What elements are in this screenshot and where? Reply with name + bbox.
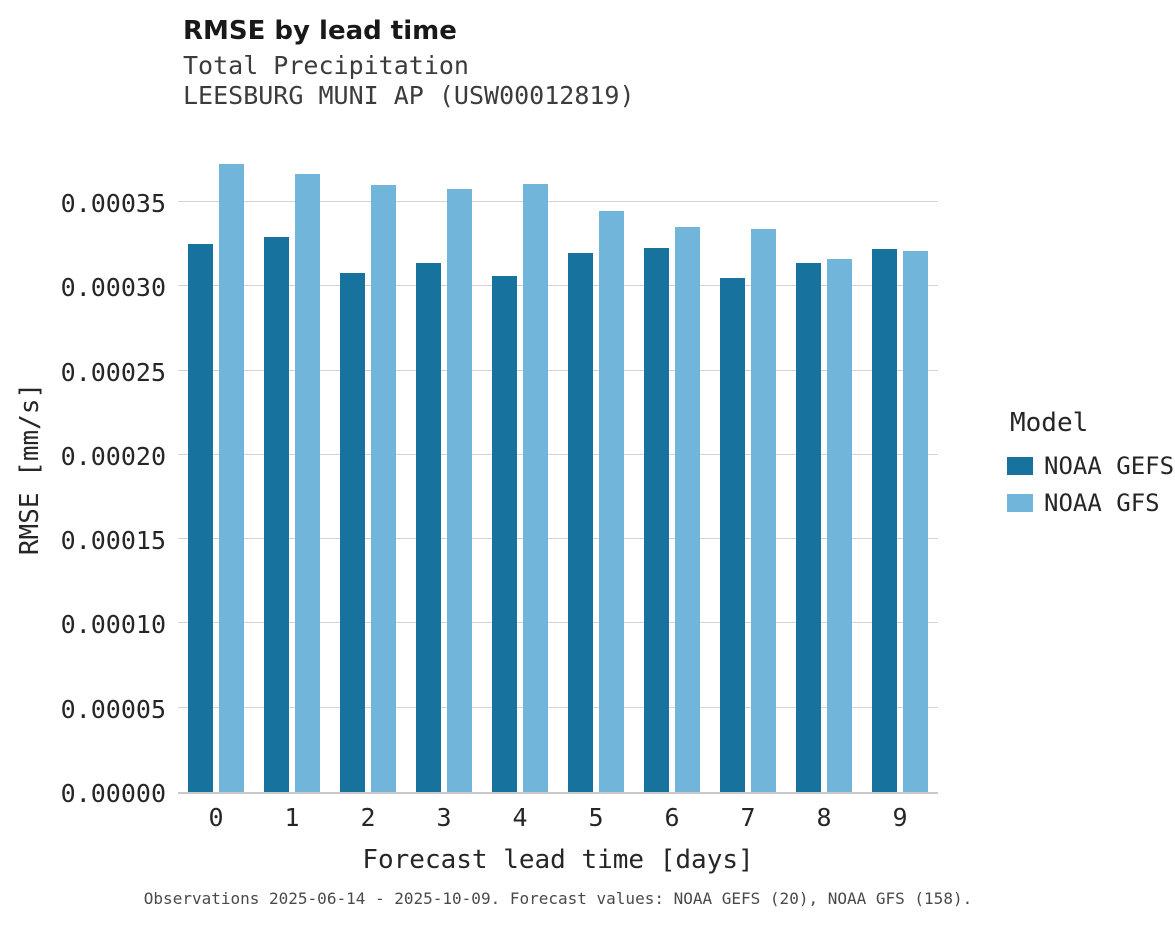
gridline [178, 201, 938, 202]
bar-noaa-gefs [872, 249, 897, 792]
chart-subtitle: Total Precipitation [183, 51, 469, 80]
y-tick-label: 0.00005 [60, 694, 166, 724]
bar-noaa-gfs [599, 210, 624, 792]
bar-noaa-gfs [903, 250, 928, 792]
bar-group [482, 145, 558, 792]
bar-noaa-gfs [827, 259, 852, 792]
legend-item: NOAA GEFS [1007, 452, 1174, 480]
legend-item: NOAA GFS [1007, 489, 1174, 517]
bar-group [862, 145, 938, 792]
legend-items: NOAA GEFS NOAA GFS [1007, 452, 1174, 517]
bar-noaa-gfs [523, 183, 548, 792]
bar-group [254, 145, 330, 792]
bar-noaa-gefs [188, 244, 213, 792]
bar-noaa-gfs [219, 163, 244, 792]
x-tick-label: 7 [740, 803, 756, 832]
bar-group [634, 145, 710, 792]
bar-noaa-gefs [796, 262, 821, 792]
legend-title: Model [1010, 408, 1089, 438]
gridline [178, 285, 938, 287]
plot-area [178, 145, 938, 794]
bar-noaa-gfs [447, 188, 472, 792]
y-tick-label: 0.00015 [60, 526, 166, 556]
bar-noaa-gfs [371, 185, 396, 792]
y-tick-label: 0.00025 [60, 357, 166, 387]
bar-group [710, 145, 786, 792]
x-tick-label: 3 [436, 803, 452, 832]
x-tick-label: 5 [588, 803, 604, 832]
bar-noaa-gefs [644, 247, 669, 792]
x-tick-label: 1 [284, 803, 300, 832]
legend-label: NOAA GFS [1044, 489, 1160, 517]
bar-noaa-gfs [751, 229, 776, 792]
y-tick-label: 0.00035 [60, 189, 166, 218]
bar-group [406, 145, 482, 792]
x-tick-label: 6 [664, 803, 680, 832]
caption: Observations 2025-06-14 - 2025-10-09. Fo… [143, 889, 973, 908]
y-tick-label: 0.00030 [60, 273, 166, 303]
bar-noaa-gefs [340, 272, 365, 792]
bar-noaa-gefs [720, 277, 745, 792]
gridline [178, 453, 938, 455]
bar-group [178, 145, 254, 792]
bar-group [786, 145, 862, 792]
x-tick-label: 9 [892, 803, 908, 832]
y-tick-label: 0.00020 [60, 441, 166, 471]
gridline [178, 369, 938, 371]
x-tick-label: 2 [360, 803, 376, 832]
x-tick-label: 0 [208, 803, 224, 832]
chart-title: RMSE by lead time [183, 16, 457, 46]
gridline [178, 622, 938, 624]
y-tick-label: 0.00000 [60, 779, 166, 808]
legend-swatch-icon [1007, 457, 1033, 475]
bar-noaa-gfs [295, 173, 320, 792]
gridline [178, 706, 938, 708]
x-tick-label: 4 [512, 803, 528, 832]
bar-noaa-gefs [416, 262, 441, 792]
legend-label: NOAA GEFS [1044, 452, 1175, 480]
legend-swatch-icon [1007, 494, 1033, 512]
y-tick-label: 0.00010 [60, 610, 166, 640]
bar-noaa-gfs [675, 227, 700, 792]
bars-container [178, 145, 938, 792]
y-axis-tick-labels: 0.00000 0.00005 0.00010 0.00015 0.00020 0.000… [0, 145, 166, 808]
gridline [178, 538, 938, 540]
bar-group [558, 145, 634, 792]
bar-group [330, 145, 406, 792]
x-axis-tick-labels: 0 1 2 3 4 5 6 7 8 9 [178, 803, 938, 832]
chart-station-subtitle: LEESBURG MUNI AP (USW00012819) [183, 81, 635, 110]
x-axis-label: Forecast lead time [days] [362, 845, 754, 875]
x-tick-label: 8 [816, 803, 832, 832]
bar-noaa-gefs [264, 237, 289, 792]
bar-noaa-gefs [568, 252, 593, 792]
bar-noaa-gefs [492, 276, 517, 792]
legend: Model NOAA GEFS NOAA GFS [1007, 408, 1174, 526]
